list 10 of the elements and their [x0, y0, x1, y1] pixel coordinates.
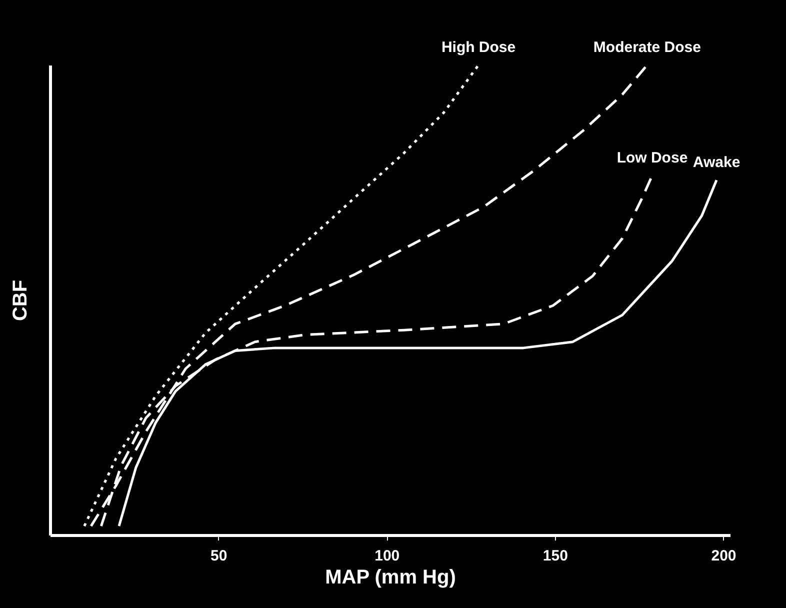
x-tick-label: 100	[374, 548, 400, 564]
series-label: Moderate Dose	[593, 39, 701, 56]
x-axis-title: MAP (mm Hg)	[325, 566, 456, 588]
series-label: High Dose	[441, 39, 516, 56]
x-tick-label: 150	[542, 548, 568, 564]
x-tick-label: 50	[210, 548, 228, 564]
y-axis-title: CBF	[10, 280, 32, 322]
x-tick-label: 200	[711, 548, 736, 564]
series-label: Awake	[692, 154, 740, 172]
series-label: Low Dose	[616, 149, 688, 166]
